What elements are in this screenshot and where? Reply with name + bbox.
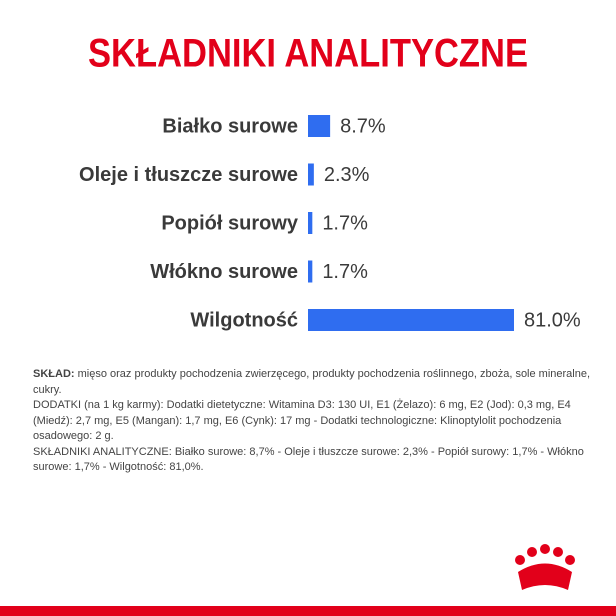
analytical: SKŁADNIKI ANALITYCZNE: Białko surowe: 8,…	[33, 445, 584, 474]
category-label: Białko surowe	[162, 115, 298, 137]
bottom-bar	[0, 606, 616, 616]
value-label: 2.3%	[324, 164, 370, 186]
category-label: Popiół surowy	[161, 212, 299, 234]
category-label: Oleje i tłuszcze surowe	[79, 164, 298, 186]
bar	[308, 115, 331, 137]
composition: SKŁAD: mięso oraz produkty pochodzenia z…	[33, 367, 593, 476]
logo	[515, 544, 575, 590]
value-label: 81.0%	[524, 309, 581, 331]
bar	[308, 163, 314, 186]
composition-paragraph: SKŁAD: mięso oraz produkty pochodzenia z…	[33, 367, 593, 398]
category-label: Włókno surowe	[150, 261, 298, 283]
composition-text: mięso oraz produkty pochodzenia zwierzęc…	[33, 368, 591, 396]
chart-title: SKŁADNIKI ANALITYCZNE	[88, 32, 528, 76]
value-label: 1.7%	[322, 212, 368, 234]
composition-label: SKŁAD:	[33, 368, 75, 380]
chart: SKŁADNIKI ANALITYCZNE Białko surowe 8.7% O…	[79, 32, 581, 332]
bar	[308, 260, 313, 283]
value-label: 1.7%	[322, 261, 368, 283]
category-label: Wilgotność	[190, 309, 298, 331]
bar	[308, 212, 313, 234]
bar	[308, 309, 514, 331]
additives: DODATKI (na 1 kg karmy): Dodatki dietety…	[33, 399, 571, 442]
value-label: 8.7%	[340, 115, 386, 137]
